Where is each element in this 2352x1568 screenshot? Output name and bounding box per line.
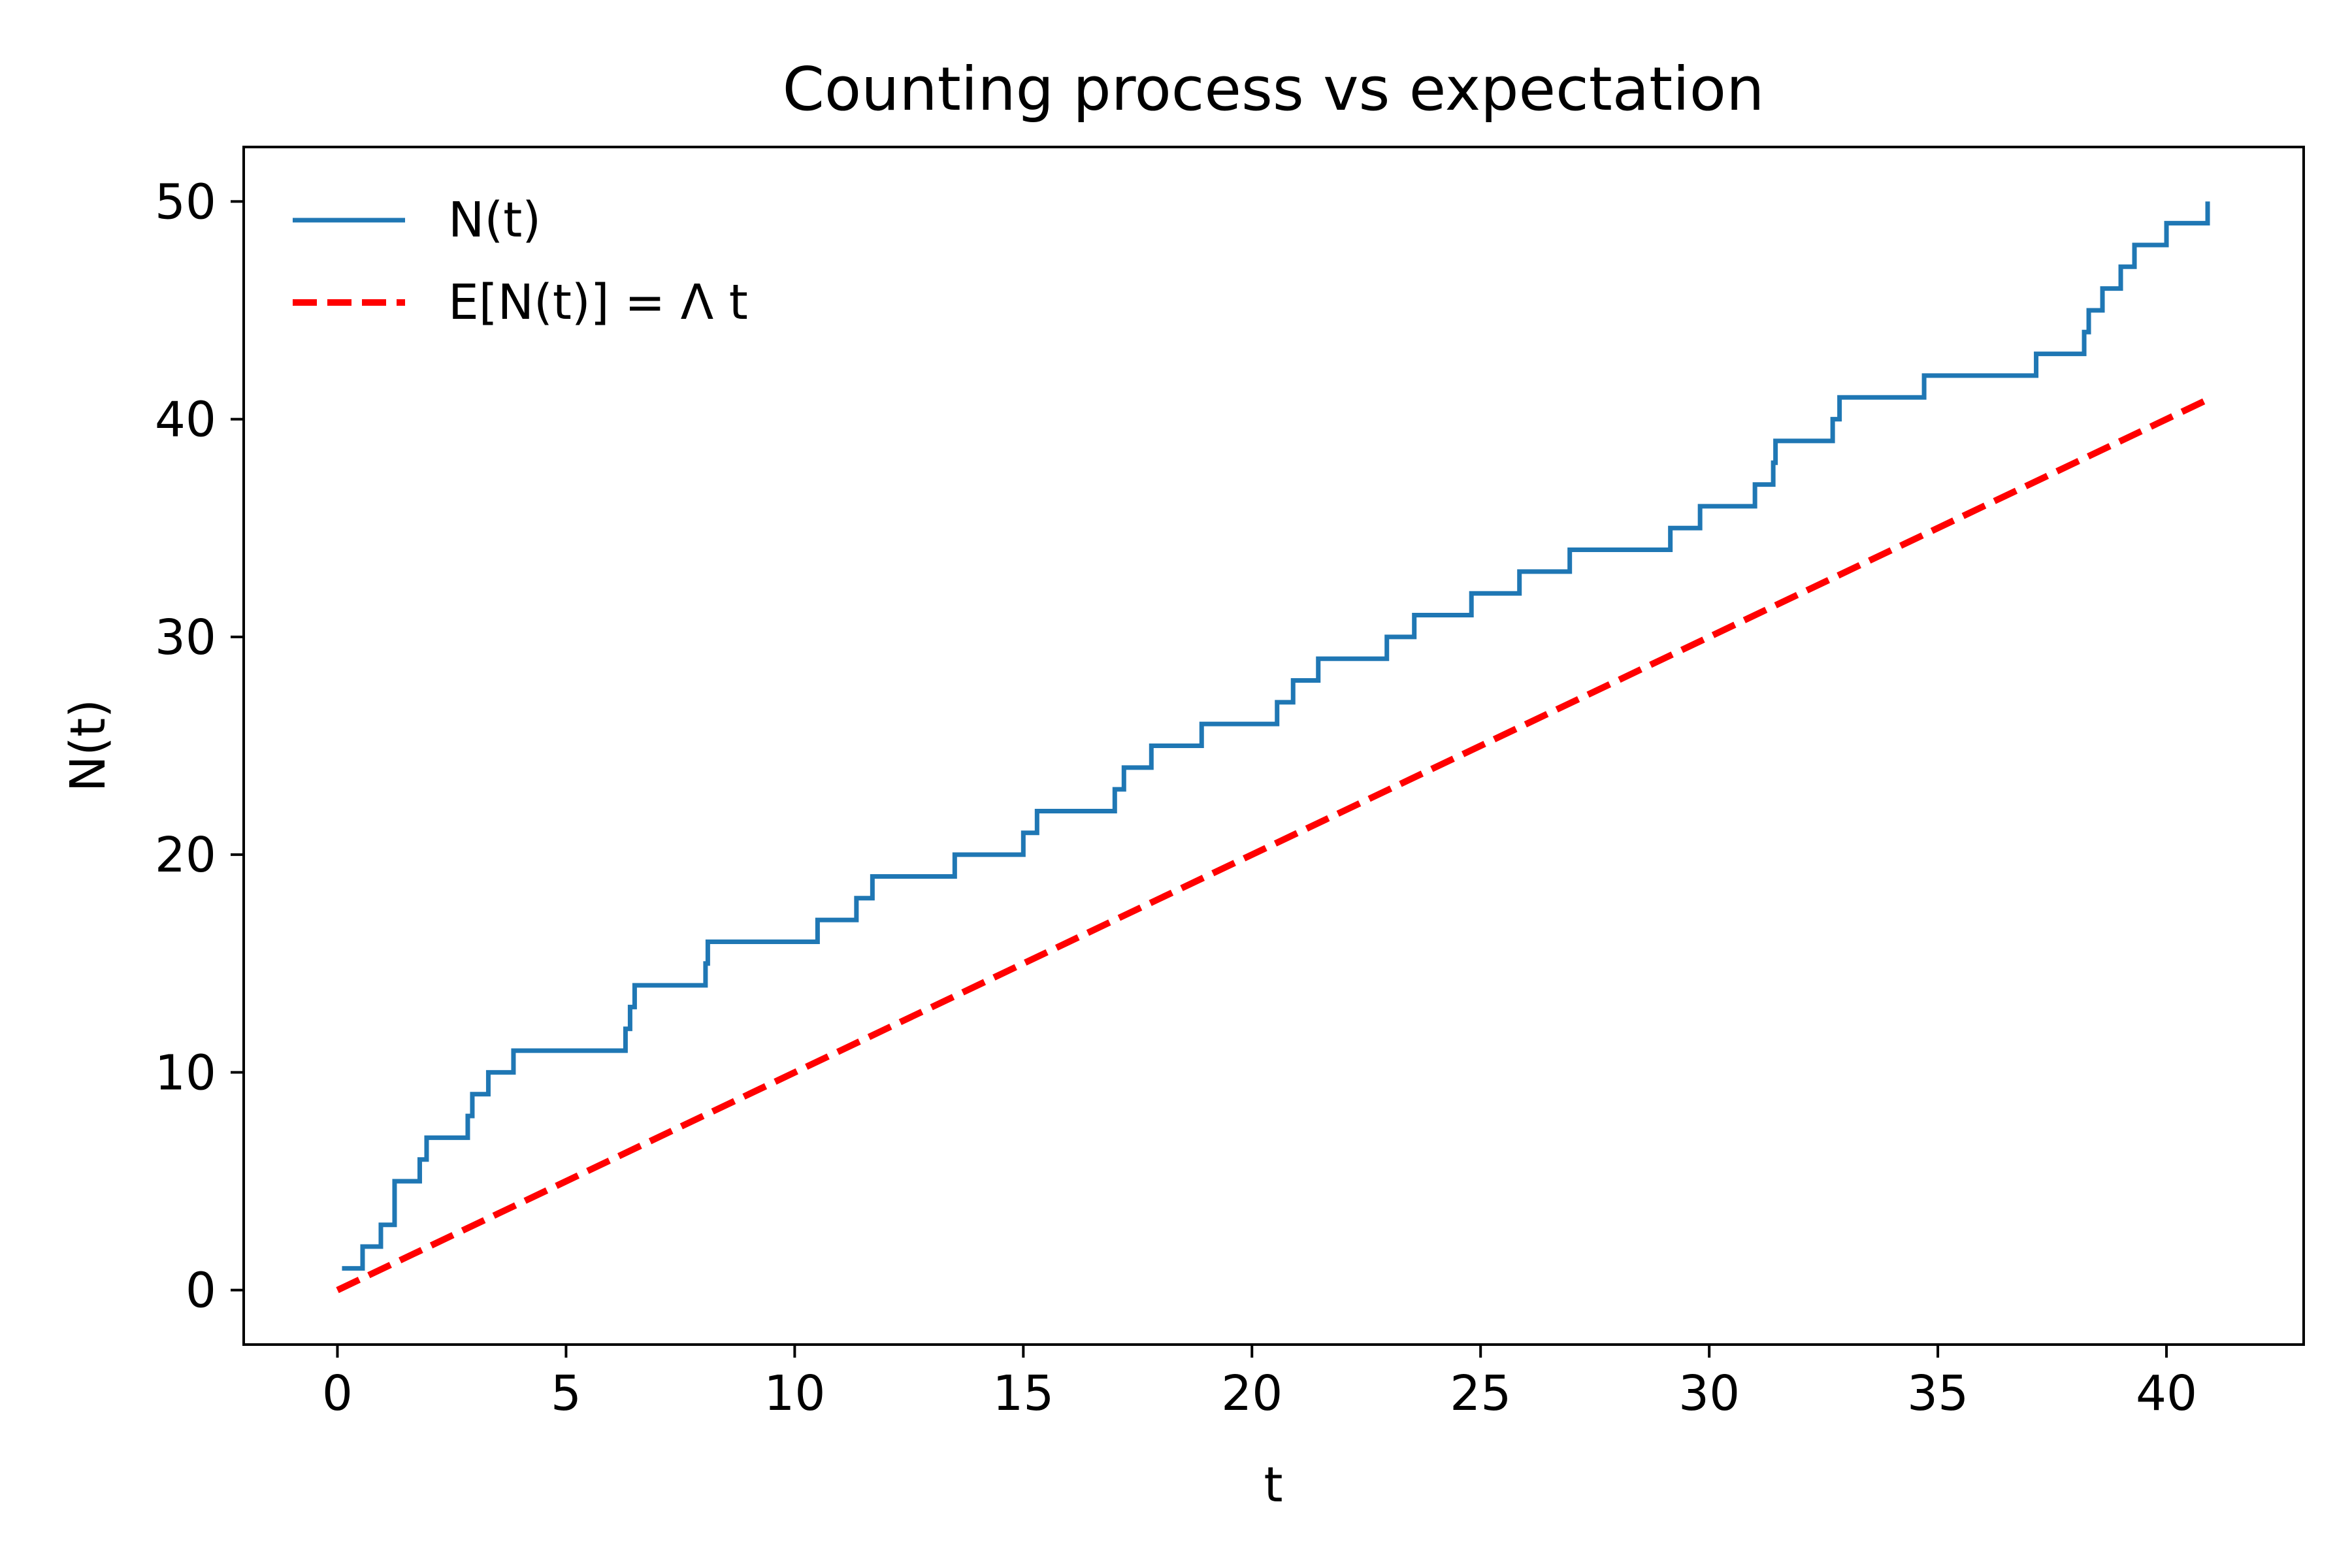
y-tick-label: 10: [155, 1045, 216, 1101]
y-tick-label: 50: [155, 174, 216, 230]
chart-title: Counting process vs expectation: [783, 54, 1765, 124]
x-tick-label: 10: [764, 1365, 825, 1422]
y-tick-label: 30: [155, 610, 216, 666]
x-axis-label: t: [1264, 1457, 1282, 1513]
plot-frame: [242, 146, 2305, 1346]
y-tick-label: 40: [155, 392, 216, 448]
x-tick-label: 35: [1907, 1365, 1968, 1422]
legend-label-expectation: E[N(t)] = Λ t: [448, 274, 748, 331]
x-axis: 0 5 10 15 20 25 30 35 40: [322, 1345, 2197, 1422]
series-n-t-line: [342, 201, 2210, 1271]
x-tick-label: 5: [551, 1365, 581, 1422]
legend: N(t) E[N(t)] = Λ t: [293, 192, 748, 331]
x-tick-label: 40: [2136, 1365, 2197, 1422]
x-tick-label: 30: [1678, 1365, 1740, 1422]
x-tick-label: 0: [322, 1365, 353, 1422]
plot-area: [242, 146, 2305, 1346]
y-axis-label: N(t): [60, 699, 116, 792]
legend-label-n-t: N(t): [448, 192, 541, 248]
x-tick-label: 15: [992, 1365, 1054, 1422]
y-tick-label: 0: [186, 1263, 216, 1319]
x-tick-label: 20: [1221, 1365, 1282, 1422]
x-tick-label: 25: [1450, 1365, 1511, 1422]
y-tick-label: 20: [155, 827, 216, 883]
y-axis: 0 10 20 30 40 50: [155, 174, 244, 1319]
series-layer: [336, 201, 2210, 1294]
